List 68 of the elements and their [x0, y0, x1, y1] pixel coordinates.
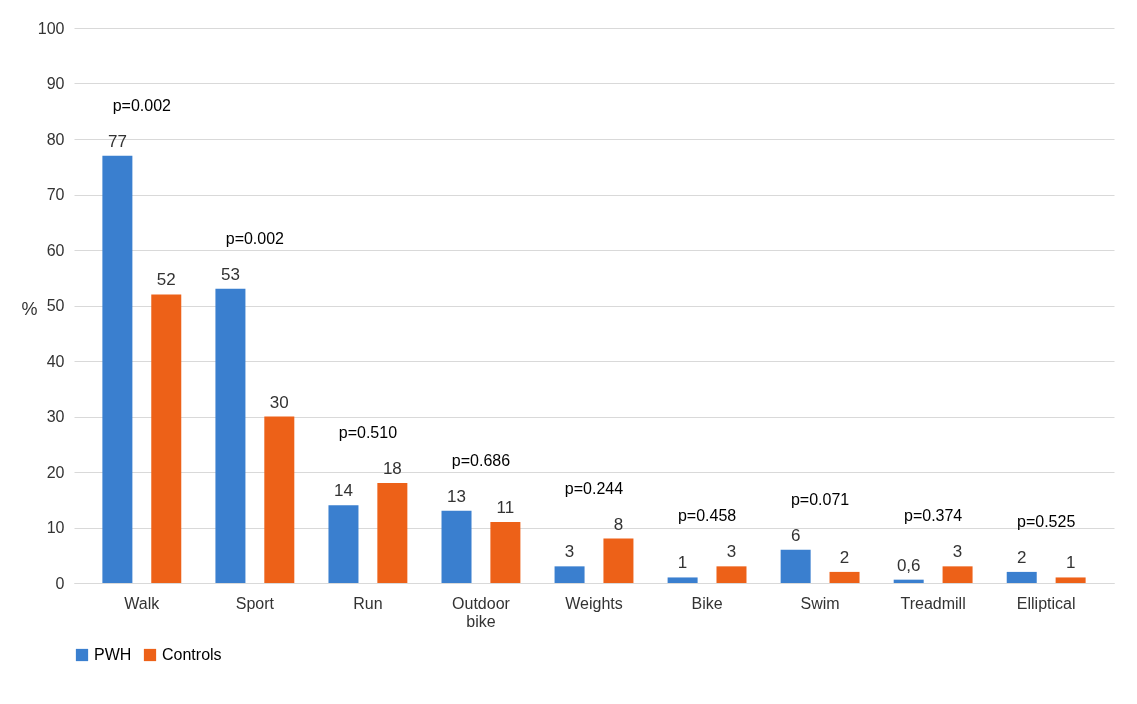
bar	[102, 155, 133, 583]
annotation: p=0.686	[451, 451, 511, 469]
bar	[780, 549, 811, 583]
data-label: 52	[156, 270, 176, 290]
y-tick-label: 30	[46, 408, 65, 425]
bar	[829, 571, 860, 583]
bar	[942, 566, 973, 583]
x-tick-label: Weights	[565, 594, 623, 612]
x-tick-label: Walk	[124, 594, 161, 612]
bar	[1055, 577, 1086, 583]
data-label: 1	[1065, 553, 1076, 573]
x-tick-label: Outdoor bike	[452, 594, 511, 630]
bar	[264, 416, 295, 583]
y-tick-label: 0	[55, 574, 65, 592]
bar	[377, 483, 408, 583]
data-label: 18	[382, 459, 402, 479]
x-tick-label: Run	[353, 594, 383, 612]
annotation: p=0.510	[338, 424, 398, 442]
y-tick-label: 70	[46, 186, 65, 203]
annotation: p=0.374	[903, 507, 963, 525]
data-label: 3	[726, 542, 737, 562]
y-tick-label: 10	[46, 519, 65, 536]
bar	[151, 294, 182, 583]
annotation: p=0.002	[225, 229, 285, 247]
data-label: 53	[220, 264, 240, 284]
data-label: 30	[269, 392, 289, 412]
data-label: 6	[790, 525, 801, 545]
y-axis-title: %	[21, 298, 38, 319]
annotation: p=0.071	[790, 490, 850, 508]
y-tick-label: 60	[46, 241, 65, 259]
x-tick-label: Elliptical	[1016, 594, 1076, 612]
data-label: 14	[334, 481, 353, 501]
annotation: p=0.458	[677, 507, 737, 525]
y-tick-label: 20	[46, 463, 65, 481]
bar	[328, 505, 359, 583]
bar	[215, 288, 246, 583]
legend-label: PWH	[94, 646, 132, 663]
data-label: 1	[677, 553, 688, 573]
bar	[667, 577, 698, 583]
x-tick-label: Sport	[235, 594, 275, 612]
x-tick-label: Swim	[800, 594, 840, 612]
data-label: 0,6	[896, 555, 921, 575]
annotation: p=0.002	[112, 96, 172, 114]
x-tick-label: Treadmill	[900, 594, 966, 612]
bar	[603, 538, 634, 583]
bar	[490, 521, 521, 583]
annotation: p=0.244	[564, 479, 624, 497]
y-tick-label: 90	[46, 75, 65, 92]
y-tick-label: 80	[46, 130, 65, 148]
legend-label: Controls	[162, 646, 222, 663]
bar	[716, 566, 747, 583]
y-tick-label: 100	[37, 19, 65, 37]
y-tick-label: 40	[46, 352, 65, 370]
x-tick-label: Bike	[691, 594, 723, 612]
y-tick-label: 50	[46, 297, 65, 314]
data-label: 2	[839, 547, 850, 567]
data-label: 13	[447, 486, 466, 506]
data-label: 3	[564, 542, 575, 562]
data-label: 77	[107, 131, 127, 151]
data-label: 11	[496, 497, 515, 517]
bar	[554, 566, 585, 583]
data-label: 3	[952, 542, 963, 562]
bar	[893, 579, 924, 583]
data-label: 8	[613, 514, 624, 534]
bar	[1006, 571, 1037, 583]
bar	[441, 510, 472, 583]
annotation: p=0.525	[1017, 512, 1076, 530]
data-label: 2	[1017, 547, 1027, 567]
